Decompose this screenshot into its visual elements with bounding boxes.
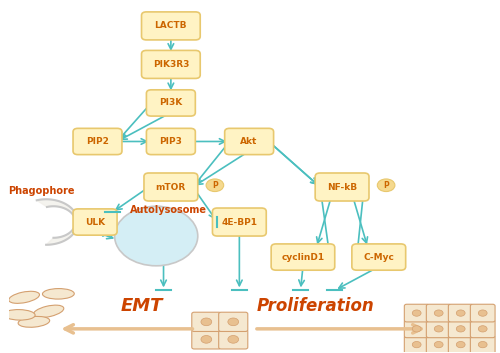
Circle shape	[434, 341, 443, 348]
Text: P: P	[383, 181, 389, 190]
Circle shape	[206, 179, 224, 192]
Circle shape	[478, 310, 487, 316]
FancyBboxPatch shape	[224, 128, 274, 155]
Text: PIP3: PIP3	[160, 137, 182, 146]
Text: PI3K: PI3K	[159, 98, 182, 107]
FancyBboxPatch shape	[218, 312, 248, 331]
FancyBboxPatch shape	[212, 208, 266, 236]
FancyBboxPatch shape	[426, 304, 451, 322]
Text: mTOR: mTOR	[156, 183, 186, 192]
Ellipse shape	[8, 292, 40, 303]
Circle shape	[478, 326, 487, 332]
FancyBboxPatch shape	[146, 128, 196, 155]
FancyBboxPatch shape	[448, 304, 473, 322]
FancyBboxPatch shape	[271, 244, 334, 270]
FancyBboxPatch shape	[315, 173, 369, 201]
FancyBboxPatch shape	[404, 304, 429, 322]
FancyBboxPatch shape	[192, 330, 221, 349]
Circle shape	[412, 310, 421, 316]
Circle shape	[201, 335, 211, 343]
Circle shape	[201, 318, 211, 326]
Circle shape	[114, 206, 198, 266]
Circle shape	[434, 310, 443, 316]
FancyBboxPatch shape	[404, 320, 429, 338]
FancyBboxPatch shape	[470, 336, 495, 353]
FancyBboxPatch shape	[404, 336, 429, 353]
Circle shape	[456, 341, 465, 348]
Text: P: P	[212, 181, 218, 190]
FancyBboxPatch shape	[470, 304, 495, 322]
Circle shape	[478, 341, 487, 348]
Circle shape	[228, 318, 238, 326]
Text: 4E-BP1: 4E-BP1	[222, 217, 258, 227]
Text: LACTB: LACTB	[154, 22, 187, 30]
FancyBboxPatch shape	[142, 12, 200, 40]
Circle shape	[456, 326, 465, 332]
Text: PIK3R3: PIK3R3	[152, 60, 189, 69]
FancyBboxPatch shape	[426, 320, 451, 338]
FancyBboxPatch shape	[448, 320, 473, 338]
Ellipse shape	[18, 317, 50, 327]
FancyBboxPatch shape	[146, 90, 196, 116]
Circle shape	[228, 335, 238, 343]
Circle shape	[412, 341, 421, 348]
FancyBboxPatch shape	[73, 128, 122, 155]
Circle shape	[456, 310, 465, 316]
Polygon shape	[36, 199, 78, 245]
Ellipse shape	[44, 287, 73, 301]
FancyBboxPatch shape	[73, 209, 117, 235]
Circle shape	[412, 326, 421, 332]
FancyBboxPatch shape	[426, 336, 451, 353]
FancyBboxPatch shape	[352, 244, 406, 270]
Text: C-Myc: C-Myc	[364, 252, 394, 262]
FancyBboxPatch shape	[470, 320, 495, 338]
Text: EMT: EMT	[120, 297, 162, 315]
Text: NF-kB: NF-kB	[327, 183, 357, 192]
Circle shape	[378, 179, 395, 192]
Text: PIP2: PIP2	[86, 137, 109, 146]
FancyBboxPatch shape	[142, 50, 200, 78]
FancyBboxPatch shape	[192, 312, 221, 331]
Text: Akt: Akt	[240, 137, 258, 146]
Text: Phagophore: Phagophore	[8, 186, 74, 196]
Text: Proliferation: Proliferation	[256, 297, 374, 315]
FancyBboxPatch shape	[218, 330, 248, 349]
Text: cyclinD1: cyclinD1	[282, 252, 325, 262]
Text: ULK: ULK	[85, 217, 105, 227]
Ellipse shape	[34, 305, 64, 318]
FancyBboxPatch shape	[144, 173, 198, 201]
Text: Autolysosome: Autolysosome	[130, 205, 207, 215]
Ellipse shape	[4, 310, 35, 320]
Circle shape	[434, 326, 443, 332]
FancyBboxPatch shape	[448, 336, 473, 353]
